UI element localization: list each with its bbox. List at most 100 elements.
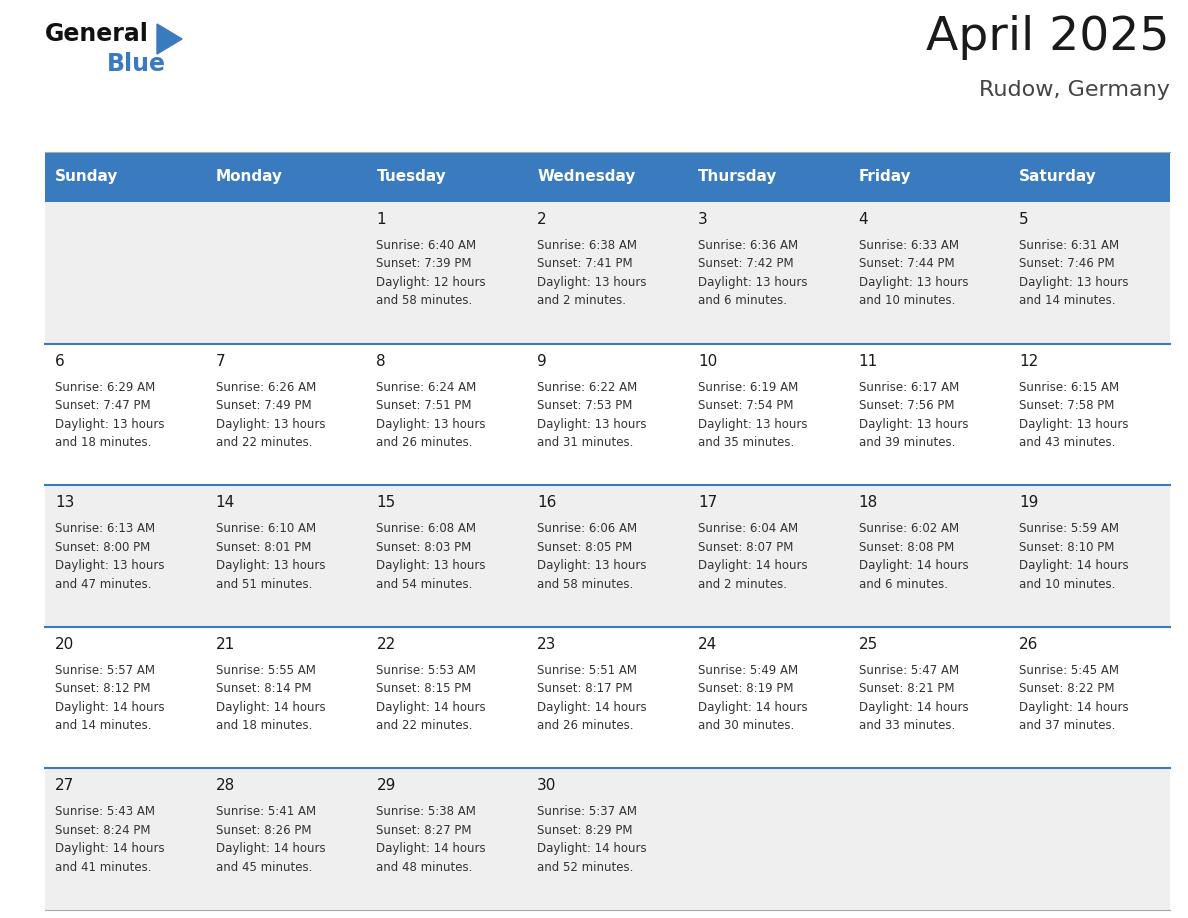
Bar — [206, 486, 366, 627]
Bar — [688, 768, 848, 910]
Text: 4: 4 — [859, 212, 868, 227]
Text: Sunset: 7:49 PM: Sunset: 7:49 PM — [216, 399, 311, 412]
Text: Sunset: 8:24 PM: Sunset: 8:24 PM — [55, 823, 151, 837]
Text: Sunrise: 5:37 AM: Sunrise: 5:37 AM — [537, 805, 637, 819]
Bar — [45, 343, 206, 486]
Text: Daylight: 14 hours: Daylight: 14 hours — [697, 559, 808, 572]
Text: and 18 minutes.: and 18 minutes. — [216, 720, 312, 733]
Text: April 2025: April 2025 — [927, 15, 1170, 60]
Text: Sunset: 7:53 PM: Sunset: 7:53 PM — [537, 399, 632, 412]
Text: 6: 6 — [55, 353, 65, 369]
Text: 14: 14 — [216, 495, 235, 510]
Bar — [45, 768, 206, 910]
Text: and 58 minutes.: and 58 minutes. — [377, 295, 473, 308]
Bar — [527, 343, 688, 486]
Text: Sunrise: 6:06 AM: Sunrise: 6:06 AM — [537, 522, 637, 535]
Text: Sunrise: 5:51 AM: Sunrise: 5:51 AM — [537, 664, 637, 677]
Text: Sunset: 8:19 PM: Sunset: 8:19 PM — [697, 682, 794, 695]
Text: and 22 minutes.: and 22 minutes. — [377, 720, 473, 733]
Text: Tuesday: Tuesday — [377, 170, 447, 185]
Text: and 45 minutes.: and 45 minutes. — [216, 861, 312, 874]
Text: and 14 minutes.: and 14 minutes. — [55, 720, 152, 733]
Text: Sunset: 8:05 PM: Sunset: 8:05 PM — [537, 541, 632, 554]
Text: Daylight: 13 hours: Daylight: 13 hours — [377, 559, 486, 572]
Text: Sunrise: 6:40 AM: Sunrise: 6:40 AM — [377, 239, 476, 252]
Bar — [688, 202, 848, 343]
Text: and 47 minutes.: and 47 minutes. — [55, 577, 152, 590]
Text: Daylight: 13 hours: Daylight: 13 hours — [537, 559, 646, 572]
Text: 3: 3 — [697, 212, 708, 227]
Bar — [1010, 152, 1170, 202]
Bar — [366, 343, 527, 486]
Text: Daylight: 13 hours: Daylight: 13 hours — [216, 559, 326, 572]
Text: and 6 minutes.: and 6 minutes. — [859, 577, 948, 590]
Text: Sunrise: 6:04 AM: Sunrise: 6:04 AM — [697, 522, 798, 535]
Text: Sunset: 8:12 PM: Sunset: 8:12 PM — [55, 682, 151, 695]
Text: 24: 24 — [697, 637, 718, 652]
Text: Sunset: 8:22 PM: Sunset: 8:22 PM — [1019, 682, 1114, 695]
Bar — [1010, 202, 1170, 343]
Text: Sunrise: 6:29 AM: Sunrise: 6:29 AM — [55, 381, 156, 394]
Bar — [366, 627, 527, 768]
Text: Daylight: 13 hours: Daylight: 13 hours — [537, 276, 646, 289]
Text: Sunrise: 6:10 AM: Sunrise: 6:10 AM — [216, 522, 316, 535]
Text: Sunrise: 6:22 AM: Sunrise: 6:22 AM — [537, 381, 638, 394]
Text: Daylight: 14 hours: Daylight: 14 hours — [537, 843, 646, 856]
Text: Sunset: 7:44 PM: Sunset: 7:44 PM — [859, 258, 954, 271]
Text: 28: 28 — [216, 778, 235, 793]
Text: and 10 minutes.: and 10 minutes. — [1019, 577, 1116, 590]
Text: Sunset: 8:26 PM: Sunset: 8:26 PM — [216, 823, 311, 837]
Text: Sunset: 8:14 PM: Sunset: 8:14 PM — [216, 682, 311, 695]
Text: Sunrise: 6:19 AM: Sunrise: 6:19 AM — [697, 381, 798, 394]
Bar — [366, 152, 527, 202]
Text: Daylight: 14 hours: Daylight: 14 hours — [377, 700, 486, 714]
Text: Sunday: Sunday — [55, 170, 119, 185]
Text: Daylight: 13 hours: Daylight: 13 hours — [859, 418, 968, 431]
Text: Daylight: 14 hours: Daylight: 14 hours — [55, 843, 165, 856]
Text: Daylight: 14 hours: Daylight: 14 hours — [55, 700, 165, 714]
Bar — [688, 486, 848, 627]
Text: Sunrise: 6:15 AM: Sunrise: 6:15 AM — [1019, 381, 1119, 394]
Text: Saturday: Saturday — [1019, 170, 1097, 185]
Text: and 26 minutes.: and 26 minutes. — [377, 436, 473, 449]
Text: Sunset: 8:27 PM: Sunset: 8:27 PM — [377, 823, 472, 837]
Text: and 41 minutes.: and 41 minutes. — [55, 861, 152, 874]
Text: 27: 27 — [55, 778, 74, 793]
Text: General: General — [45, 22, 148, 46]
Text: Daylight: 13 hours: Daylight: 13 hours — [697, 276, 808, 289]
Text: 9: 9 — [537, 353, 546, 369]
Text: Sunrise: 5:57 AM: Sunrise: 5:57 AM — [55, 664, 154, 677]
Text: Daylight: 14 hours: Daylight: 14 hours — [216, 843, 326, 856]
Bar — [848, 343, 1010, 486]
Bar — [848, 202, 1010, 343]
Text: Sunset: 8:01 PM: Sunset: 8:01 PM — [216, 541, 311, 554]
Text: 25: 25 — [859, 637, 878, 652]
Text: 26: 26 — [1019, 637, 1038, 652]
Text: Daylight: 13 hours: Daylight: 13 hours — [697, 418, 808, 431]
Bar — [848, 768, 1010, 910]
Text: Sunset: 7:42 PM: Sunset: 7:42 PM — [697, 258, 794, 271]
Text: and 2 minutes.: and 2 minutes. — [537, 295, 626, 308]
Text: Sunset: 8:03 PM: Sunset: 8:03 PM — [377, 541, 472, 554]
Text: Sunrise: 5:43 AM: Sunrise: 5:43 AM — [55, 805, 154, 819]
Text: 12: 12 — [1019, 353, 1038, 369]
Text: Sunset: 7:51 PM: Sunset: 7:51 PM — [377, 399, 472, 412]
Text: and 26 minutes.: and 26 minutes. — [537, 720, 633, 733]
Bar — [527, 152, 688, 202]
Bar — [688, 627, 848, 768]
Text: Sunset: 8:08 PM: Sunset: 8:08 PM — [859, 541, 954, 554]
Text: Daylight: 13 hours: Daylight: 13 hours — [377, 418, 486, 431]
Text: Daylight: 13 hours: Daylight: 13 hours — [859, 276, 968, 289]
Text: Sunrise: 6:08 AM: Sunrise: 6:08 AM — [377, 522, 476, 535]
Text: 30: 30 — [537, 778, 556, 793]
Text: Sunrise: 6:17 AM: Sunrise: 6:17 AM — [859, 381, 959, 394]
Text: Sunset: 8:29 PM: Sunset: 8:29 PM — [537, 823, 633, 837]
Text: Daylight: 13 hours: Daylight: 13 hours — [1019, 418, 1129, 431]
Bar — [848, 627, 1010, 768]
Text: and 31 minutes.: and 31 minutes. — [537, 436, 633, 449]
Text: Sunrise: 5:49 AM: Sunrise: 5:49 AM — [697, 664, 798, 677]
Text: and 54 minutes.: and 54 minutes. — [377, 577, 473, 590]
Bar — [527, 768, 688, 910]
Text: 17: 17 — [697, 495, 718, 510]
Text: Friday: Friday — [859, 170, 911, 185]
